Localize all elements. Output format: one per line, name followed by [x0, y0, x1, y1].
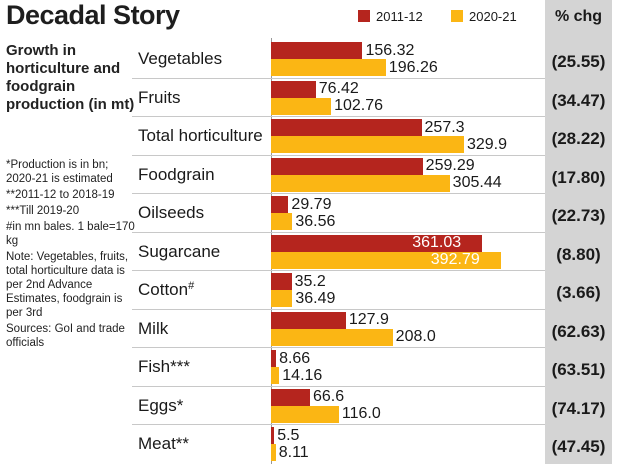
value-label: 127.9	[348, 311, 389, 328]
category-label: Meat**	[138, 434, 190, 453]
bar-2011-12	[271, 119, 422, 136]
value-label: 5.5	[277, 426, 300, 444]
chart-subtitle: Growth in horticulture and foodgrain pro…	[6, 42, 135, 113]
bar-2020-21	[271, 328, 393, 346]
legend-item-2020: 2020-21	[451, 9, 517, 24]
footnotes: *Production is in bn; 2020-21 is estimat…	[6, 158, 136, 352]
chart-title: Decadal Story	[6, 0, 180, 30]
bar-2020-21	[271, 290, 293, 307]
footnote: Sources: GoI and trade officials	[6, 323, 125, 349]
value-label: 66.6	[312, 388, 345, 405]
bar-2011-12	[271, 311, 346, 329]
value-label: 259.29	[425, 157, 475, 174]
value-label: 361.03	[412, 234, 462, 251]
row-divider	[132, 116, 545, 117]
percent-change-value: (28.22)	[551, 129, 606, 148]
value-label: 8.66	[279, 349, 311, 367]
percent-change-value: (25.55)	[551, 52, 606, 71]
footnote: *Production is in bn; 2020-21 is estimat…	[6, 159, 113, 185]
bar-2011-12	[271, 273, 292, 290]
bar-2020-21	[271, 367, 280, 384]
category-label: Milk	[138, 318, 169, 338]
percent-change-value: (17.80)	[551, 167, 606, 187]
category-label: Sugarcane	[138, 241, 221, 261]
bar-2020-21	[271, 405, 339, 423]
value-label: 392.79	[430, 251, 480, 268]
row-divider	[132, 347, 545, 348]
value-label: 14.16	[282, 366, 323, 384]
footnote: **2011-12 to 2018-19	[6, 189, 115, 201]
category-label: Fruits	[138, 87, 181, 107]
category-label: Foodgrain	[138, 164, 215, 184]
percent-change-value: (34.47)	[551, 90, 606, 110]
legend-label-2020: 2020-21	[469, 9, 517, 24]
percent-change-value: (63.51)	[551, 360, 606, 379]
percent-change-value: (22.73)	[551, 206, 606, 225]
bar-2020-21	[271, 213, 293, 230]
bar-2011-12	[271, 157, 423, 175]
category-label: Oilseeds	[138, 203, 205, 222]
bar-2020-21	[271, 59, 386, 76]
bar-2020-21	[271, 174, 450, 192]
bar-2020-21	[271, 136, 464, 153]
value-label: 36.56	[295, 212, 336, 230]
bar-2011-12	[271, 42, 363, 59]
bar-2011-12	[271, 234, 483, 252]
value-label: 36.49	[295, 289, 336, 307]
row-divider	[132, 385, 545, 387]
percent-change-column: % chg (25.55) (34.47) (28.22) (17.80) (22.73…	[545, 0, 612, 464]
value-label: 102.76	[334, 97, 384, 114]
value-label: 8.11	[278, 443, 309, 461]
footnote: ***Till 2019-20	[6, 205, 80, 217]
row-divider	[132, 424, 545, 425]
value-label: 305.44	[452, 174, 502, 191]
category-label: Eggs*	[138, 395, 184, 415]
value-label: 35.2	[294, 272, 326, 290]
value-label: 156.32	[365, 41, 415, 59]
legend-label-2011: 2011-12	[376, 9, 423, 24]
value-label: 329.9	[466, 135, 508, 153]
value-label: 208.0	[395, 328, 436, 345]
footnote: Note: Vegetables, fruits, total horticul…	[6, 251, 129, 319]
category-label: Cotton#	[138, 280, 195, 299]
percent-change-value: (8.80)	[556, 244, 601, 264]
percent-change-value: (3.66)	[556, 283, 601, 302]
footnote: #in mn bales. 1 bale=170 kg	[6, 221, 135, 247]
bar-2011-12	[271, 388, 310, 406]
bar-2020-21	[271, 97, 332, 115]
bar-2011-12	[271, 350, 277, 367]
row-divider	[132, 231, 545, 233]
legend-item-2011: 2011-12	[358, 9, 423, 24]
legend-swatch-2020	[451, 10, 463, 22]
bar-2011-12	[271, 196, 289, 213]
bar-2020-21	[271, 444, 276, 461]
percent-change-header: % chg	[554, 8, 603, 25]
category-label: Fish***	[138, 357, 190, 376]
row-divider	[132, 77, 545, 79]
value-label: 257.3	[424, 118, 465, 136]
category-label: Vegetables	[138, 49, 223, 68]
row-divider	[132, 308, 545, 310]
bar-2011-12	[271, 80, 316, 98]
value-label: 196.26	[388, 58, 438, 76]
row-divider	[132, 193, 545, 194]
category-label: Total horticulture	[138, 126, 263, 145]
percent-change-value: (47.45)	[551, 437, 606, 456]
bar-2011-12	[271, 427, 275, 444]
row-divider	[132, 270, 545, 271]
bar-2020-21	[271, 251, 501, 269]
value-label: 116.0	[341, 405, 381, 422]
value-label: 76.42	[318, 80, 359, 97]
row-divider	[132, 154, 545, 156]
value-label: 29.79	[291, 195, 332, 213]
percent-change-value: (74.17)	[551, 398, 606, 418]
percent-change-value: (62.63)	[551, 321, 606, 341]
legend-swatch-2011	[358, 10, 370, 22]
